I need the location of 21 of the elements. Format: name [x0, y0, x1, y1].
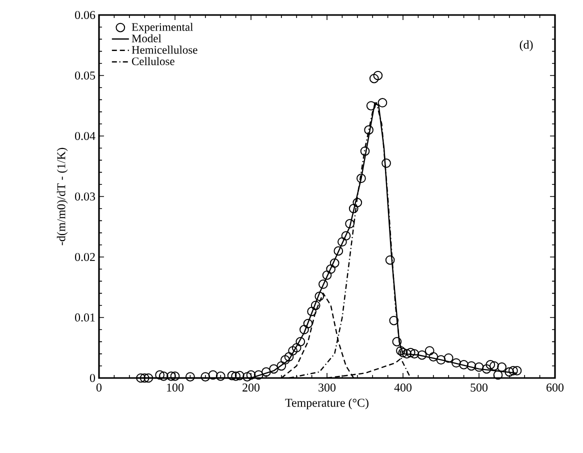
x-tick-label: 200 [242, 384, 260, 392]
x-tick-label: 500 [470, 384, 488, 392]
y-tick-label: 0.04 [75, 132, 96, 140]
y-tick-label: 0.06 [75, 10, 96, 20]
x-tick-label: 0 [96, 384, 102, 392]
legend-label: Cellulose [132, 57, 174, 66]
x-tick-label: 600 [546, 384, 564, 392]
annotation: (d) [520, 40, 533, 52]
y-tick-label: 0.05 [75, 71, 96, 80]
x-axis-title: Temperature (°C) [285, 398, 368, 410]
y-tick-label: 0.03 [75, 192, 96, 201]
legend-label: Hemicellulose [132, 46, 198, 54]
legend-label: Model [132, 34, 162, 42]
x-tick-label: 300 [318, 384, 336, 392]
y-axis-title: -d(m/m0)/dT - (1/K) [56, 148, 68, 246]
legend-label: Experimental [132, 22, 194, 34]
x-tick-label: 100 [167, 384, 184, 392]
y-tick-label: 0.02 [75, 252, 95, 262]
y-tick-label: 0.01 [75, 313, 95, 322]
y-tick-label: 0 [90, 374, 96, 382]
x-tick-label: 400 [394, 384, 412, 392]
